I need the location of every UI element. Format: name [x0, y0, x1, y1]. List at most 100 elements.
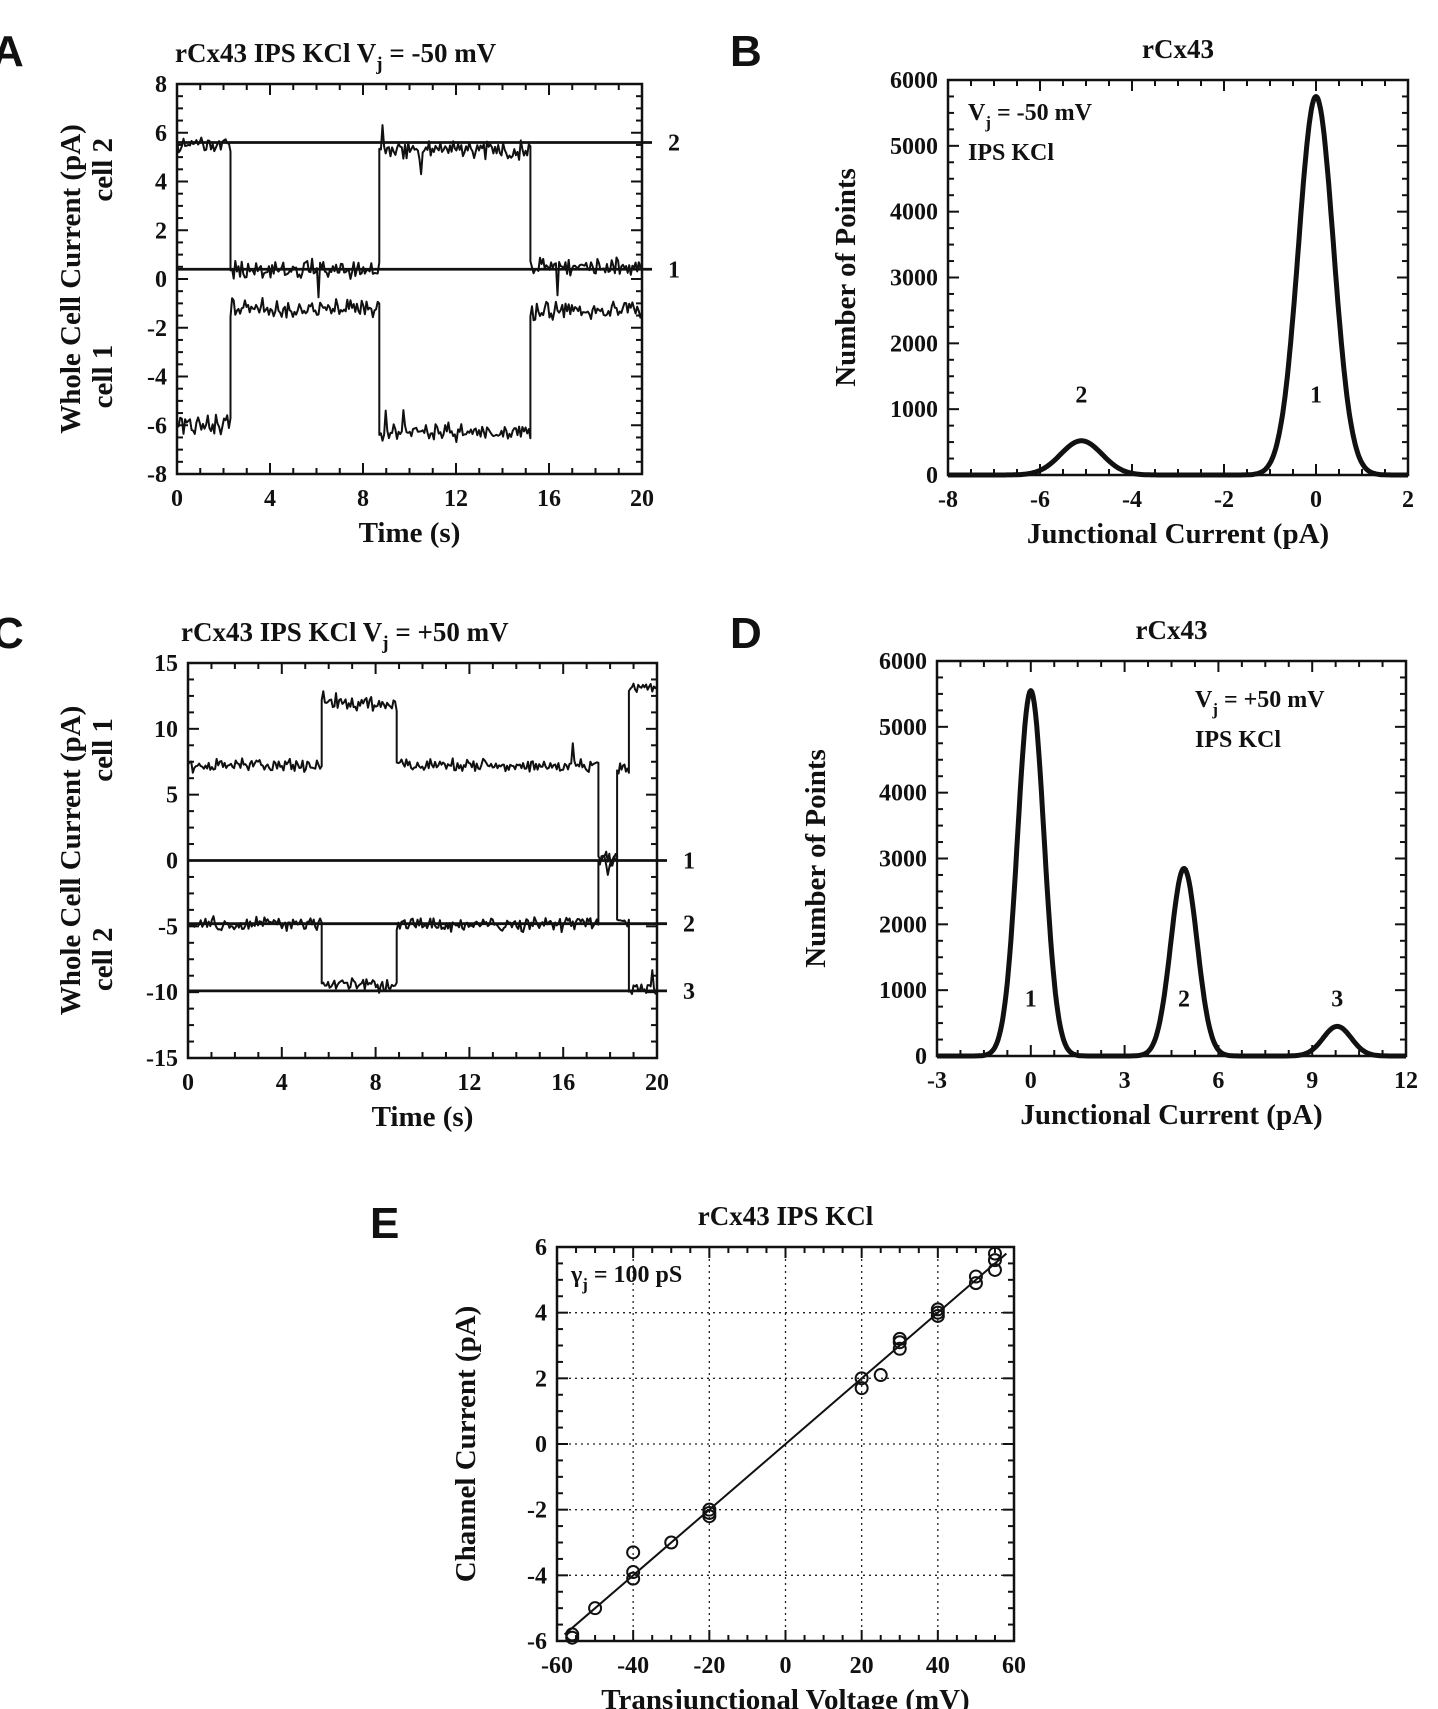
- annotation-voltage-main: V: [968, 100, 986, 126]
- x-tick-label: -8: [938, 487, 958, 513]
- y-tick-label: 6: [155, 121, 167, 147]
- panel-b: -8 -6 -4 -2 0 2 6000 5000 4000 3000 2000 1000 0 Junct…: [830, 34, 1414, 550]
- y-tick-label: 3000: [890, 266, 938, 292]
- chart-title-sub: j: [375, 54, 382, 75]
- y-tick-label: 2: [535, 1366, 547, 1392]
- y-tick-label: 5000: [890, 134, 938, 160]
- y-tick-label: 0: [155, 267, 167, 293]
- data-point: [987, 1246, 1002, 1261]
- x-tick-label: -2: [1214, 487, 1234, 513]
- chart-title: rCx43: [1136, 615, 1208, 645]
- x-tick-label: 4: [276, 1070, 288, 1096]
- y-tick-label: 0: [915, 1044, 927, 1070]
- annotation-voltage-sub: j: [984, 113, 991, 132]
- x-tick-label: 8: [370, 1070, 382, 1096]
- y-axis-label: Whole Cell Current (pA): [55, 706, 87, 1016]
- x-tick-label: 16: [551, 1070, 575, 1096]
- panel-e: -60 -40 -20 0 20 40 606420-2-4-6Transjunctiona…: [450, 1201, 1026, 1709]
- y-tick-label: -2: [147, 316, 167, 342]
- histogram-curve: [935, 688, 1408, 1059]
- data-point: [854, 1371, 869, 1386]
- x-tick-label: -60: [541, 1653, 573, 1679]
- y-tick-label: 15: [154, 651, 178, 677]
- y-tick-label: 0: [166, 849, 178, 875]
- y-tick-label: 2000: [890, 331, 938, 357]
- y-axis-sublabel-lower: cell 1: [87, 345, 119, 409]
- chart-title: rCx43: [1142, 34, 1214, 64]
- data-point: [930, 1302, 945, 1317]
- data-point: [854, 1381, 869, 1396]
- data-point: [702, 1509, 717, 1524]
- x-tick-label: 12: [457, 1070, 481, 1096]
- x-axis-label: Time (s): [372, 1101, 474, 1133]
- data-point: [873, 1368, 888, 1383]
- x-tick-label: 2: [1402, 487, 1414, 513]
- x-axis-label: Junctional Current (pA): [1027, 518, 1329, 550]
- y-tick-label: -10: [146, 980, 178, 1006]
- data-point: [987, 1262, 1002, 1277]
- chart-title-tail: = -50 mV: [383, 38, 497, 68]
- chart-title: rCx43 IPS KCl Vj = +50 mV: [181, 617, 509, 654]
- level-label-3: 3: [683, 979, 695, 1005]
- panel-letter-d: D: [730, 609, 762, 658]
- x-tick-label: 9: [1306, 1068, 1318, 1094]
- x-tick-label: -6: [1030, 487, 1050, 513]
- peak-label-2: 2: [1075, 383, 1087, 409]
- chart-title-sub: j: [381, 633, 388, 654]
- data-point: [588, 1601, 603, 1616]
- x-tick-label: 8: [357, 486, 369, 512]
- y-tick-label: 3000: [879, 847, 927, 873]
- annotation-voltage: Vj = +50 mV: [1195, 687, 1325, 719]
- x-axis-label: Junctional Current (pA): [1020, 1099, 1322, 1131]
- panel-letter-c: C: [0, 609, 24, 658]
- y-tick-label: 5000: [879, 715, 927, 741]
- y-tick-label: 6000: [879, 649, 927, 675]
- x-tick-label: -3: [927, 1068, 947, 1094]
- annotation-conductance-tail: = 100 pS: [588, 1262, 682, 1288]
- y-axis-label: Number of Points: [800, 749, 832, 968]
- x-tick-label: 6: [1212, 1068, 1224, 1094]
- y-tick-label: -4: [527, 1563, 547, 1589]
- annotation-voltage: Vj = -50 mV: [968, 100, 1093, 132]
- trace-cell-1: [176, 297, 643, 443]
- y-tick-label: 4000: [879, 781, 927, 807]
- chart-title-tail: = +50 mV: [389, 617, 510, 647]
- x-axis-label: Transjunctional Voltage (mV): [601, 1684, 969, 1709]
- peak-label-1: 1: [1025, 987, 1037, 1013]
- y-tick-label: 0: [926, 463, 938, 489]
- trace-cell-2: [176, 124, 643, 299]
- annotation-conductance-sub: j: [581, 1275, 588, 1294]
- y-tick-label: -8: [147, 462, 167, 488]
- x-tick-label: 0: [171, 486, 183, 512]
- data-point: [968, 1269, 983, 1284]
- y-tick-label: 4: [535, 1301, 547, 1327]
- data-point: [664, 1535, 679, 1550]
- panel-letter-a: A: [0, 27, 24, 76]
- y-tick-label: 4: [155, 170, 167, 196]
- data-point: [968, 1276, 983, 1291]
- annotation-conductance: γj = 100 pS: [570, 1262, 682, 1294]
- y-tick-label: 4000: [890, 200, 938, 226]
- annotation-voltage-main: V: [1195, 687, 1213, 713]
- y-tick-label: 8: [155, 72, 167, 98]
- y-tick-label: 0: [535, 1432, 547, 1458]
- data-point: [626, 1565, 641, 1580]
- x-tick-label: 60: [1002, 1653, 1026, 1679]
- y-tick-label: 1000: [890, 397, 938, 423]
- annotation-voltage-sub: j: [1211, 700, 1218, 719]
- y-axis-label: Channel Current (pA): [450, 1306, 482, 1583]
- y-tick-label: -6: [147, 413, 167, 439]
- y-tick-label: 6000: [890, 68, 938, 94]
- panel-letter-b: B: [730, 27, 762, 76]
- peak-label-3: 3: [1331, 987, 1343, 1013]
- y-tick-label: -15: [146, 1046, 178, 1072]
- trace-cell-1: [187, 682, 658, 867]
- x-tick-label: 0: [1025, 1068, 1037, 1094]
- y-tick-label: -4: [147, 365, 167, 391]
- x-tick-label: -40: [617, 1653, 649, 1679]
- peak-label-2: 2: [1178, 987, 1190, 1013]
- data-point: [987, 1253, 1002, 1268]
- panel-letter-e: E: [370, 1199, 399, 1248]
- x-tick-label: 20: [645, 1070, 669, 1096]
